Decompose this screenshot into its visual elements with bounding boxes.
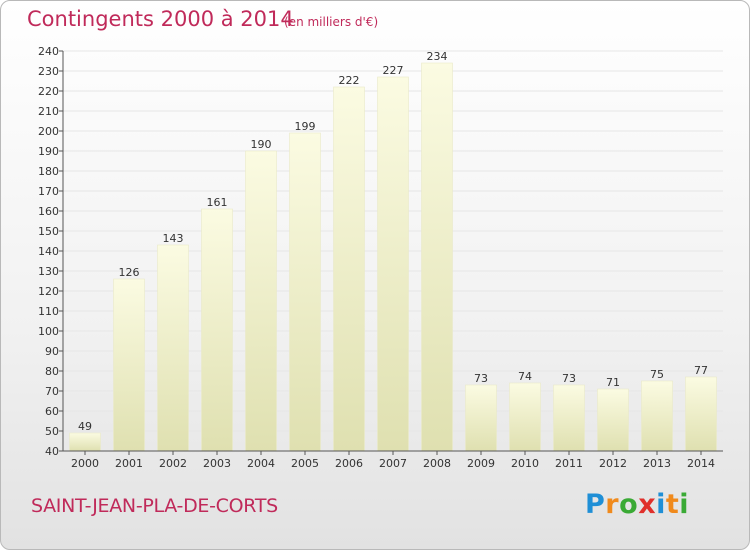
y-tick-label: 180	[38, 165, 59, 178]
bar	[201, 208, 233, 452]
y-tick-label: 110	[38, 305, 59, 318]
x-tick-label: 2013	[643, 457, 671, 470]
data-label: 222	[339, 74, 360, 87]
x-tick-label: 2002	[159, 457, 187, 470]
bar	[641, 380, 673, 452]
y-tick-label: 140	[38, 245, 59, 258]
bar	[333, 86, 365, 452]
data-label: 190	[251, 138, 272, 151]
x-tick-label: 2010	[511, 457, 539, 470]
y-tick-label: 220	[38, 85, 59, 98]
logo-letter: r	[605, 489, 620, 520]
bar	[113, 278, 145, 452]
y-tick-label: 80	[45, 365, 59, 378]
y-tick-label: 50	[45, 425, 59, 438]
y-tick-label: 230	[38, 65, 59, 78]
bar	[69, 432, 101, 452]
bar	[685, 376, 717, 452]
x-tick-label: 2008	[423, 457, 451, 470]
logo-letter: i	[679, 489, 690, 520]
data-label: 199	[295, 120, 316, 133]
x-tick-label: 2001	[115, 457, 143, 470]
bar	[377, 76, 409, 452]
data-label: 227	[383, 64, 404, 77]
y-tick-label: 120	[38, 285, 59, 298]
bar	[509, 382, 541, 452]
bar	[465, 384, 497, 452]
y-tick-label: 150	[38, 225, 59, 238]
logo-letter: x	[638, 489, 657, 520]
y-tick-label: 70	[45, 385, 59, 398]
data-label: 75	[650, 368, 664, 381]
bar	[553, 384, 585, 452]
x-tick-label: 2004	[247, 457, 275, 470]
data-label: 77	[694, 364, 708, 377]
commune-name: SAINT-JEAN-PLA-DE-CORTS	[31, 495, 278, 517]
bar	[157, 244, 189, 452]
chart-title: Contingents 2000 à 2014	[27, 7, 294, 31]
data-label: 71	[606, 376, 620, 389]
x-tick-label: 2007	[379, 457, 407, 470]
y-tick-label: 200	[38, 125, 59, 138]
logo-letter: i	[656, 489, 666, 520]
bar	[289, 132, 321, 452]
data-label: 49	[78, 420, 92, 433]
y-tick-label: 240	[38, 45, 59, 58]
data-label: 143	[163, 232, 184, 245]
x-tick-label: 2012	[599, 457, 627, 470]
y-tick-label: 90	[45, 345, 59, 358]
y-tick-label: 40	[45, 445, 59, 458]
x-tick-label: 2006	[335, 457, 363, 470]
bar	[421, 62, 453, 452]
proxiti-logo[interactable]: Proxiti	[585, 489, 689, 520]
y-tick-label: 100	[38, 325, 59, 338]
data-label: 73	[474, 372, 488, 385]
y-tick-label: 210	[38, 105, 59, 118]
x-tick-label: 2003	[203, 457, 231, 470]
logo-letter: t	[665, 489, 680, 520]
y-tick-label: 130	[38, 265, 59, 278]
x-tick-label: 2014	[687, 457, 715, 470]
y-tick-label: 160	[38, 205, 59, 218]
y-tick-label: 190	[38, 145, 59, 158]
data-label: 126	[119, 266, 140, 279]
x-tick-label: 2005	[291, 457, 319, 470]
data-label: 234	[427, 50, 448, 63]
bar	[597, 388, 629, 452]
chart-subtitle: (en milliers d'€)	[284, 15, 379, 29]
data-label: 161	[207, 196, 228, 209]
x-tick-label: 2011	[555, 457, 583, 470]
x-tick-label: 2000	[71, 457, 99, 470]
logo-letter: o	[619, 489, 639, 520]
logo-letter: P	[585, 489, 606, 520]
data-label: 73	[562, 372, 576, 385]
bar	[245, 150, 277, 452]
data-label: 74	[518, 370, 532, 383]
y-tick-label: 60	[45, 405, 59, 418]
x-tick-label: 2009	[467, 457, 495, 470]
y-tick-label: 170	[38, 185, 59, 198]
